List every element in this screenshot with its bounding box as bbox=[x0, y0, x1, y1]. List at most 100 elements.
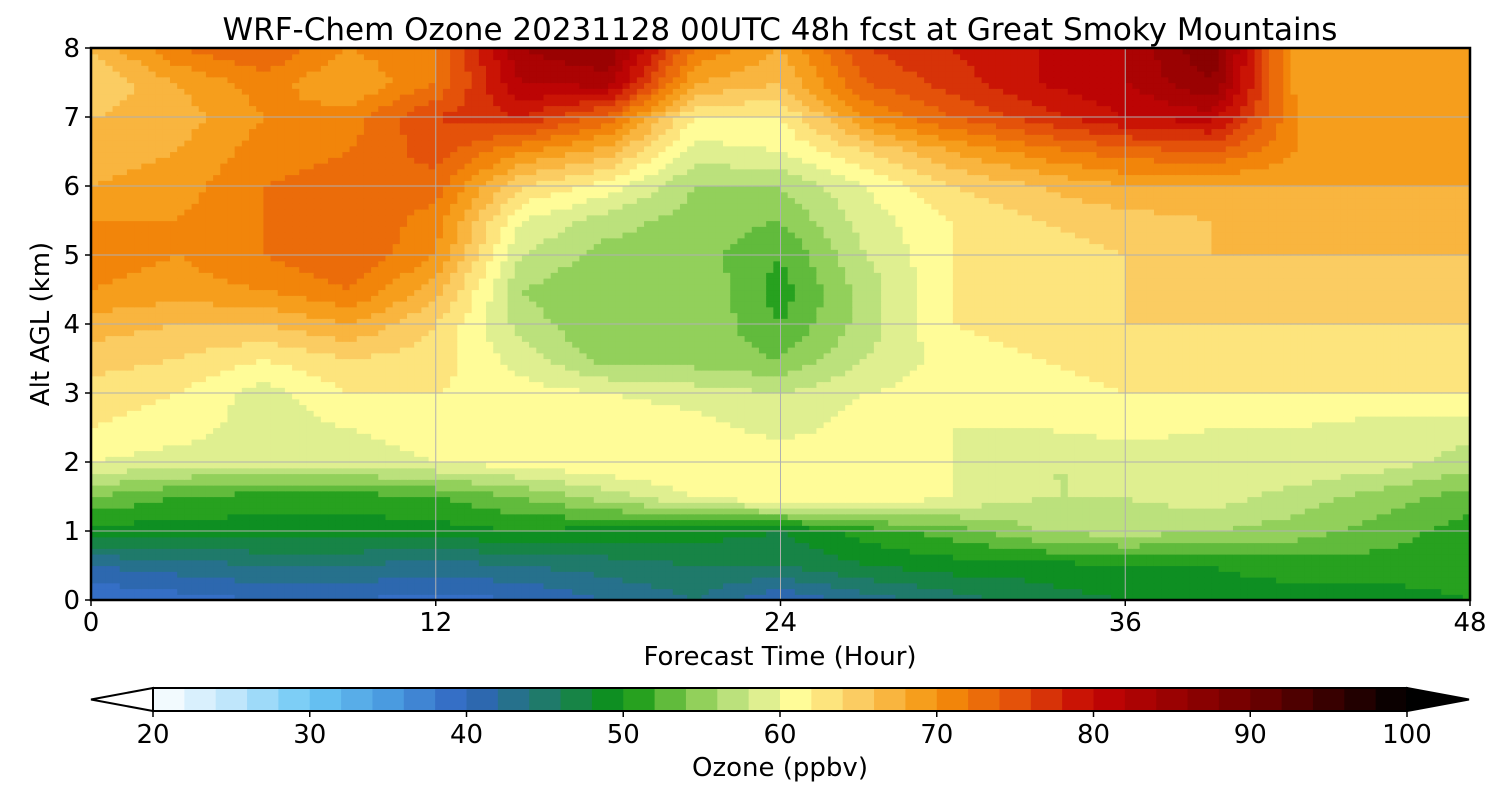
heatmap-cell bbox=[758, 588, 767, 595]
heatmap-cell bbox=[1419, 467, 1428, 475]
heatmap-cell bbox=[1290, 479, 1299, 486]
heatmap-cell bbox=[141, 485, 150, 492]
heatmap-cell bbox=[392, 450, 401, 457]
heatmap-cell bbox=[1240, 450, 1248, 457]
heatmap-cell bbox=[924, 594, 932, 600]
heatmap-cell bbox=[363, 508, 372, 515]
heatmap-cell bbox=[694, 485, 703, 492]
heatmap-cell bbox=[615, 467, 624, 475]
heatmap-cell bbox=[1182, 485, 1191, 492]
heatmap-cell bbox=[1419, 485, 1428, 492]
heatmap-cell bbox=[392, 531, 401, 538]
heatmap-cell bbox=[270, 473, 279, 480]
heatmap-cell bbox=[600, 542, 609, 549]
heatmap-cell bbox=[679, 485, 688, 492]
heatmap-cell bbox=[895, 496, 904, 503]
heatmap-cell bbox=[249, 485, 257, 492]
heatmap-cell bbox=[442, 473, 451, 480]
heatmap-cell bbox=[335, 519, 343, 526]
heatmap-cell bbox=[1333, 450, 1342, 457]
heatmap-cell bbox=[550, 490, 559, 498]
heatmap-cell bbox=[1319, 554, 1327, 561]
heatmap-cell bbox=[1204, 594, 1213, 600]
heatmap-cell bbox=[263, 479, 272, 486]
heatmap-cell bbox=[378, 485, 387, 492]
heatmap-cell bbox=[924, 450, 932, 457]
heatmap-cell bbox=[91, 479, 99, 486]
heatmap-cell bbox=[1347, 513, 1356, 521]
heatmap-cell bbox=[507, 571, 516, 578]
heatmap-cell bbox=[1189, 548, 1198, 555]
heatmap-cell bbox=[141, 490, 150, 498]
heatmap-cell bbox=[478, 479, 487, 486]
heatmap-cell bbox=[794, 513, 803, 521]
heatmap-cell bbox=[378, 565, 387, 572]
heatmap-cell bbox=[644, 571, 652, 578]
heatmap-cell bbox=[392, 559, 401, 567]
heatmap-cell bbox=[658, 508, 667, 515]
heatmap-cell bbox=[263, 485, 272, 492]
heatmap-cell bbox=[1225, 462, 1234, 469]
heatmap-cell bbox=[1419, 456, 1428, 463]
heatmap-cell bbox=[723, 565, 731, 572]
heatmap-cell bbox=[931, 496, 940, 503]
heatmap-cell bbox=[1218, 502, 1227, 509]
heatmap-cell bbox=[945, 490, 954, 498]
heatmap-cell bbox=[1103, 467, 1112, 475]
heatmap-cell bbox=[1139, 588, 1148, 595]
heatmap-cell bbox=[98, 571, 106, 578]
heatmap-cell bbox=[191, 485, 200, 492]
heatmap-cell bbox=[349, 582, 358, 590]
heatmap-cell bbox=[852, 502, 861, 509]
heatmap-cell bbox=[1082, 559, 1090, 567]
heatmap-cell bbox=[435, 577, 444, 584]
heatmap-cell bbox=[105, 462, 114, 469]
heatmap-cell bbox=[981, 565, 990, 572]
heatmap-cell bbox=[1283, 462, 1292, 469]
heatmap-cell bbox=[859, 508, 868, 515]
heatmap-cell bbox=[960, 519, 968, 526]
heatmap-cell bbox=[608, 508, 616, 515]
heatmap-cell bbox=[823, 508, 832, 515]
heatmap-cell bbox=[299, 536, 308, 544]
heatmap-cell bbox=[1031, 577, 1040, 584]
heatmap-cell bbox=[1254, 542, 1263, 549]
heatmap-cell bbox=[1376, 525, 1385, 532]
heatmap-cell bbox=[363, 490, 372, 498]
heatmap-cell bbox=[1189, 467, 1198, 475]
heatmap-cell bbox=[371, 513, 379, 521]
heatmap-cell bbox=[421, 496, 430, 503]
heatmap-cell bbox=[572, 588, 580, 595]
heatmap-cell bbox=[1390, 536, 1399, 544]
heatmap-cell bbox=[1448, 548, 1457, 555]
heatmap-cell bbox=[1311, 594, 1320, 600]
heatmap-cell bbox=[126, 462, 135, 469]
heatmap-cell bbox=[1003, 467, 1011, 475]
heatmap-cell bbox=[1347, 485, 1356, 492]
heatmap-cell bbox=[1462, 456, 1470, 463]
heatmap-cell bbox=[1326, 582, 1335, 590]
heatmap-cell bbox=[457, 548, 466, 555]
heatmap-cell bbox=[1326, 554, 1335, 561]
heatmap-cell bbox=[493, 450, 501, 457]
heatmap-cell bbox=[543, 548, 552, 555]
heatmap-cell bbox=[572, 571, 580, 578]
heatmap-cell bbox=[134, 536, 142, 544]
heatmap-cell bbox=[859, 531, 868, 538]
heatmap-cell bbox=[960, 594, 968, 600]
heatmap-cell bbox=[902, 525, 911, 532]
heatmap-cell bbox=[1426, 502, 1435, 509]
heatmap-cell bbox=[435, 513, 444, 521]
heatmap-cell bbox=[1096, 462, 1105, 469]
heatmap-cell bbox=[263, 467, 272, 475]
heatmap-cell bbox=[1211, 536, 1220, 544]
heatmap-cell bbox=[730, 571, 738, 578]
heatmap-cell bbox=[414, 519, 422, 526]
heatmap-cell bbox=[1197, 496, 1205, 503]
heatmap-cell bbox=[507, 513, 516, 521]
heatmap-cell bbox=[715, 479, 724, 486]
heatmap-cell bbox=[1067, 525, 1076, 532]
heatmap-cell bbox=[486, 577, 494, 584]
heatmap-cell bbox=[521, 467, 530, 475]
heatmap-cell bbox=[1182, 559, 1191, 567]
